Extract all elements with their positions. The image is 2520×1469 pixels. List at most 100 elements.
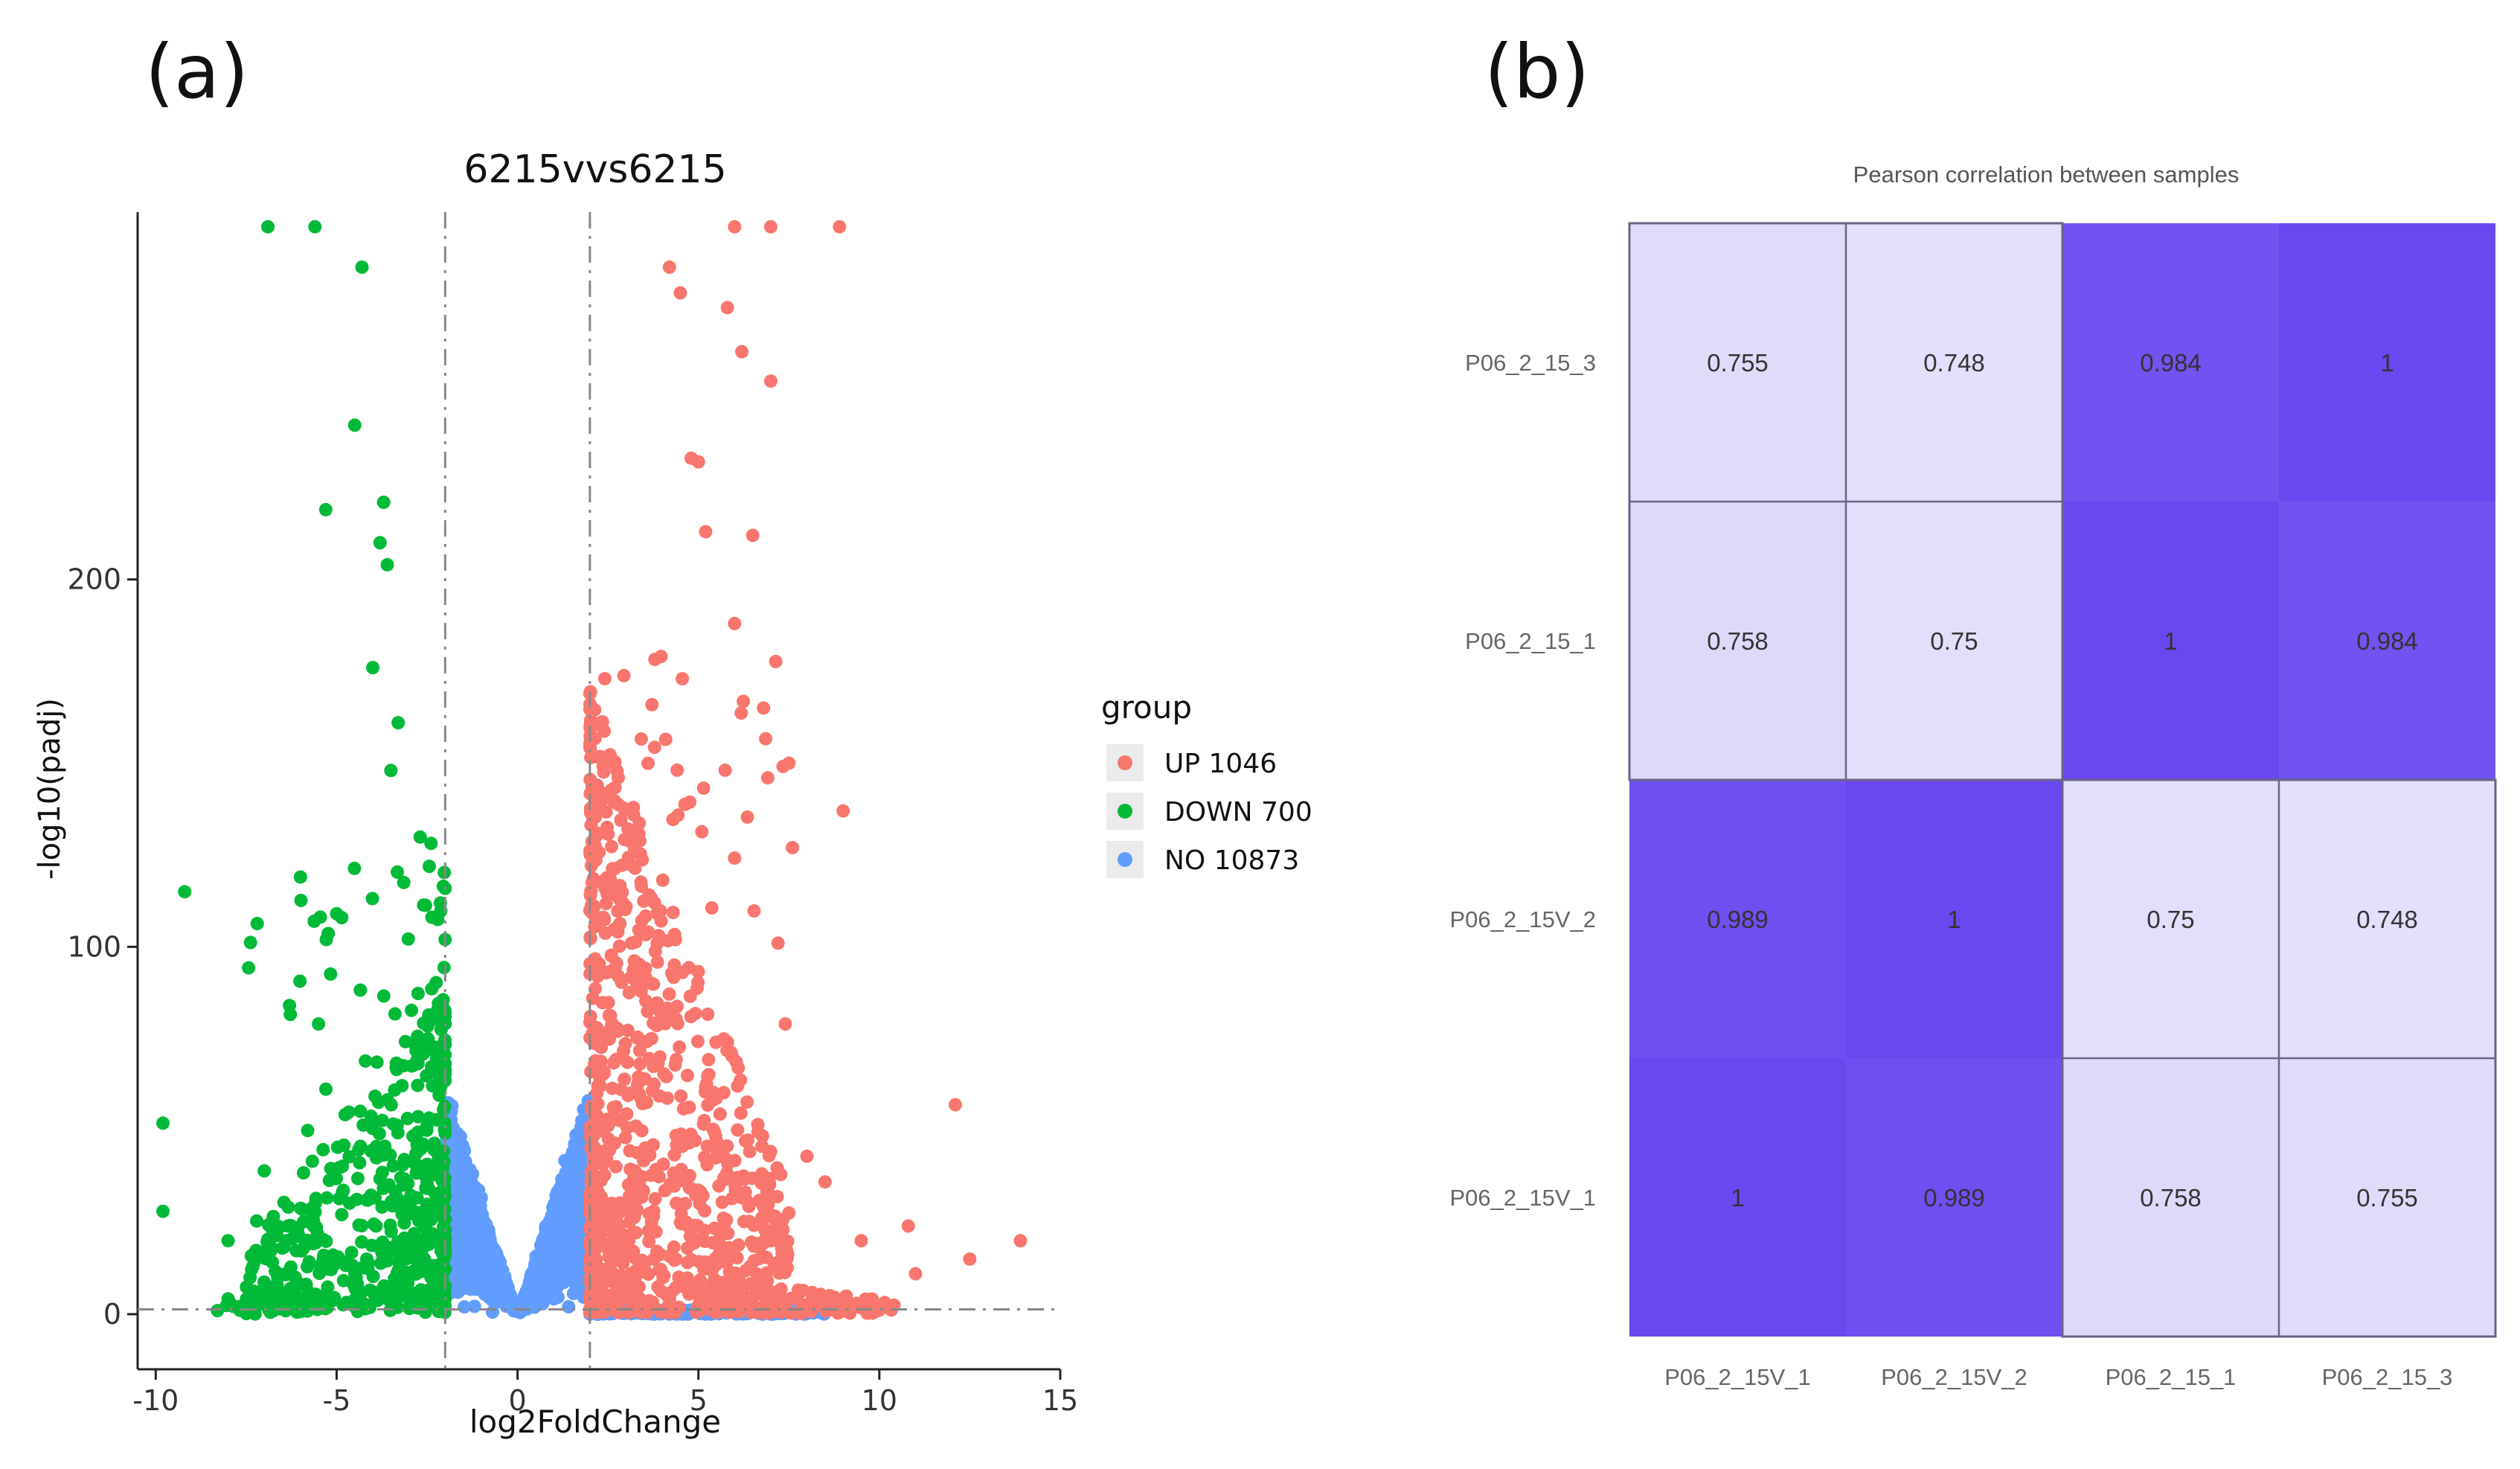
point-up — [617, 668, 631, 682]
point-up — [634, 732, 648, 746]
point-up — [693, 1273, 707, 1287]
point-up — [858, 1297, 872, 1311]
point-up — [760, 1273, 775, 1287]
point-no — [449, 1211, 464, 1225]
point-up — [641, 756, 655, 770]
point-no — [475, 1249, 489, 1263]
point-up — [674, 1206, 688, 1220]
point-up — [622, 985, 636, 999]
point-down — [411, 1057, 425, 1071]
point-down — [319, 1234, 333, 1248]
point-no — [467, 1278, 481, 1292]
point-down — [336, 1185, 350, 1200]
point-up — [699, 525, 713, 539]
point-down — [422, 1238, 436, 1252]
point-down — [368, 1089, 382, 1104]
point-down — [232, 1300, 246, 1314]
point-up — [642, 888, 656, 902]
point-up — [583, 787, 597, 801]
point-up — [602, 1249, 616, 1263]
heatmap-cell — [1846, 1058, 2062, 1337]
point-up — [650, 996, 664, 1011]
point-down — [426, 1062, 440, 1076]
heatmap-cell — [1629, 1058, 1846, 1337]
heatmap-row-label: P06_2_15_1 — [1465, 628, 1596, 654]
y-tick-label: 100 — [67, 930, 121, 963]
point-up — [680, 1271, 694, 1285]
point-up — [746, 528, 760, 543]
point-up — [607, 795, 621, 809]
point-up — [640, 1095, 654, 1110]
point-down — [301, 1124, 315, 1138]
point-up — [728, 616, 742, 630]
point-down — [386, 1159, 400, 1173]
point-up — [670, 763, 684, 777]
point-down — [283, 1008, 298, 1022]
point-up — [605, 1196, 619, 1210]
point-no — [453, 1187, 467, 1201]
point-down — [289, 1226, 304, 1240]
point-up — [731, 1238, 746, 1252]
point-up — [780, 1235, 795, 1249]
point-down — [178, 885, 192, 899]
point-up — [684, 1010, 698, 1024]
point-down — [427, 1275, 441, 1289]
point-up — [696, 781, 711, 796]
point-up — [743, 1277, 757, 1291]
point-up — [722, 1044, 736, 1058]
x-tick-label: 0 — [508, 1384, 526, 1417]
point-up — [606, 1056, 621, 1070]
point-down — [397, 1153, 411, 1167]
point-up — [807, 1297, 821, 1311]
point-down — [275, 1241, 289, 1255]
point-up — [691, 455, 705, 469]
point-up — [737, 694, 751, 708]
point-up — [584, 1125, 598, 1139]
point-up — [620, 1107, 634, 1121]
point-up — [618, 1130, 632, 1145]
point-up — [755, 1139, 769, 1153]
point-no — [479, 1221, 493, 1235]
point-up — [657, 1269, 671, 1283]
point-up — [632, 957, 647, 971]
volcano-title: 6215vvs6215 — [464, 147, 726, 192]
point-down — [437, 1263, 451, 1277]
heatmap-cell — [2062, 1058, 2279, 1337]
point-up — [717, 1277, 731, 1291]
point-up — [658, 732, 673, 746]
point-up — [634, 1265, 648, 1279]
point-up — [782, 756, 796, 770]
heatmap-value: 0.75 — [2147, 906, 2194, 933]
point-up — [800, 1149, 814, 1163]
heatmap-cell — [1846, 780, 2062, 1058]
point-up — [705, 1093, 719, 1107]
point-up — [661, 934, 675, 948]
point-up — [708, 1258, 722, 1273]
point-up — [769, 654, 783, 668]
point-up — [597, 724, 612, 738]
point-up — [621, 822, 635, 836]
point-down — [294, 1201, 308, 1215]
point-up — [618, 1037, 632, 1051]
heatmap-cell — [2062, 502, 2279, 780]
point-down — [336, 1273, 350, 1287]
point-no — [554, 1214, 568, 1229]
point-up — [791, 1283, 805, 1297]
point-up — [612, 939, 626, 953]
point-up — [734, 706, 748, 720]
heatmap-cell — [2279, 223, 2495, 502]
point-up — [605, 783, 619, 797]
point-no — [509, 1304, 523, 1318]
point-up — [630, 1146, 644, 1160]
point-up — [641, 1305, 655, 1319]
point-up — [583, 844, 597, 858]
heatmap-cell — [2279, 780, 2495, 1058]
point-up — [681, 1255, 695, 1270]
point-up — [594, 1233, 609, 1247]
point-up — [635, 1190, 649, 1204]
heatmap-value: 0.758 — [1707, 627, 1769, 655]
point-no — [484, 1262, 498, 1276]
heatmap-col-label: P06_2_15_3 — [2322, 1364, 2453, 1390]
point-down — [335, 1208, 349, 1222]
